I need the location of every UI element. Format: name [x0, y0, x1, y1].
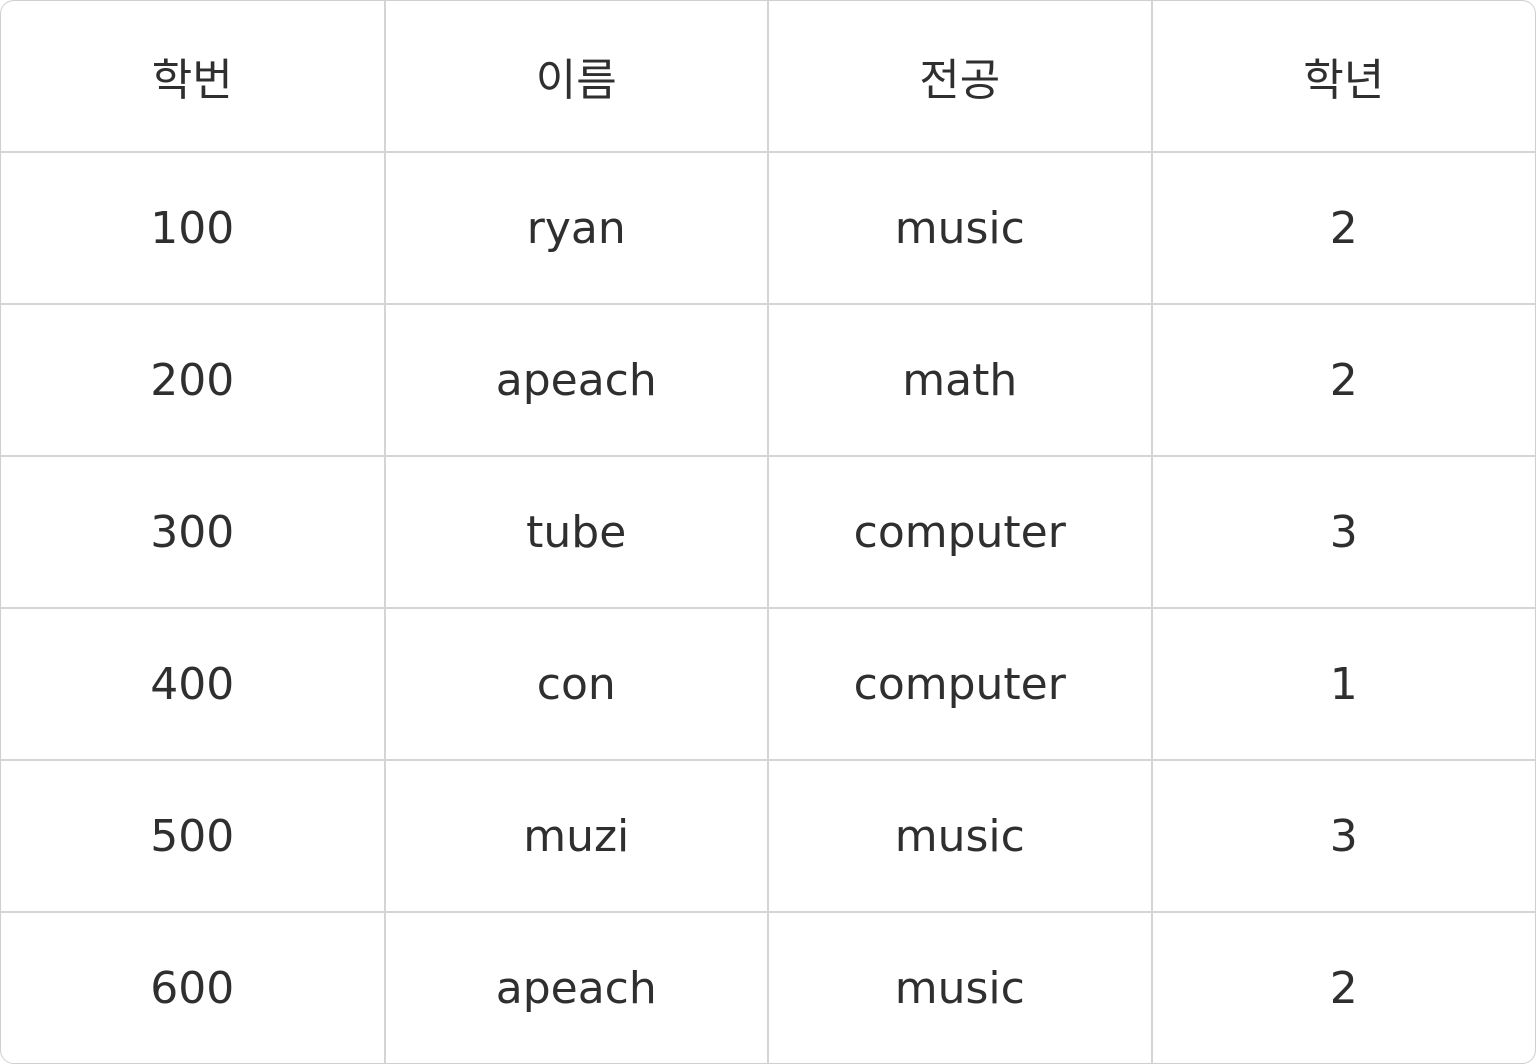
cell-major: computer — [768, 608, 1153, 761]
cell-grade: 1 — [1151, 608, 1535, 761]
header-name: 이름 — [384, 1, 769, 153]
table-header: 학번 이름 전공 학년 — [1, 1, 1535, 153]
cell-name: con — [384, 608, 769, 761]
cell-student-id: 300 — [1, 456, 386, 609]
table-row: 500 muzi music 3 — [1, 760, 1535, 913]
table-row: 600 apeach music 2 — [1, 912, 1535, 1063]
header-row: 학번 이름 전공 학년 — [1, 1, 1535, 153]
cell-student-id: 600 — [1, 912, 386, 1063]
cell-major: computer — [768, 456, 1153, 609]
cell-student-id: 400 — [1, 608, 386, 761]
cell-major: music — [768, 760, 1153, 913]
table-row: 100 ryan music 2 — [1, 152, 1535, 305]
cell-student-id: 100 — [1, 152, 386, 305]
header-grade: 학년 — [1151, 1, 1535, 153]
cell-name: apeach — [384, 304, 769, 457]
cell-grade: 2 — [1151, 152, 1535, 305]
cell-student-id: 500 — [1, 760, 386, 913]
cell-name: muzi — [384, 760, 769, 913]
table-row: 300 tube computer 3 — [1, 456, 1535, 609]
header-student-id: 학번 — [1, 1, 386, 153]
cell-major: math — [768, 304, 1153, 457]
cell-name: apeach — [384, 912, 769, 1063]
cell-grade: 3 — [1151, 456, 1535, 609]
cell-grade: 2 — [1151, 304, 1535, 457]
cell-major: music — [768, 152, 1153, 305]
cell-major: music — [768, 912, 1153, 1063]
header-major: 전공 — [768, 1, 1153, 153]
cell-name: ryan — [384, 152, 769, 305]
cell-student-id: 200 — [1, 304, 386, 457]
cell-name: tube — [384, 456, 769, 609]
table-row: 400 con computer 1 — [1, 608, 1535, 761]
table-body: 100 ryan music 2 200 apeach math 2 300 t… — [1, 152, 1535, 1063]
cell-grade: 3 — [1151, 760, 1535, 913]
table-row: 200 apeach math 2 — [1, 304, 1535, 457]
cell-grade: 2 — [1329, 962, 1358, 1014]
